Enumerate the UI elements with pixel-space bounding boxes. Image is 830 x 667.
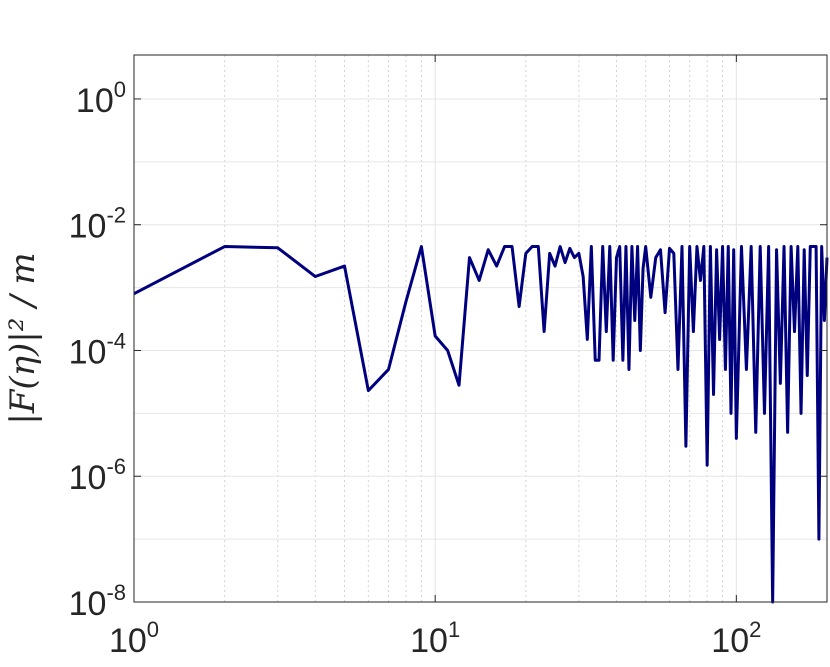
x-tick-label: 100 — [109, 617, 159, 660]
y-axis-label: |F(η)|² / m — [3, 252, 43, 424]
y-tick-label: 10-2 — [69, 203, 126, 246]
x-tick-label: 102 — [711, 617, 761, 660]
y-tick-label: 10-8 — [69, 580, 126, 623]
tick-labels: 100 101 102 100 10-2 10-4 10-6 10-8 — [69, 77, 762, 660]
axes-box — [133, 54, 828, 603]
tick-marks — [133, 55, 827, 603]
series-line — [133, 245, 829, 604]
x-tick-label: 101 — [410, 617, 460, 660]
y-tick-label: 100 — [76, 77, 126, 120]
y-tick-label: 10-4 — [69, 328, 126, 371]
series-layer — [133, 245, 829, 604]
y-tick-label: 10-6 — [69, 454, 126, 497]
